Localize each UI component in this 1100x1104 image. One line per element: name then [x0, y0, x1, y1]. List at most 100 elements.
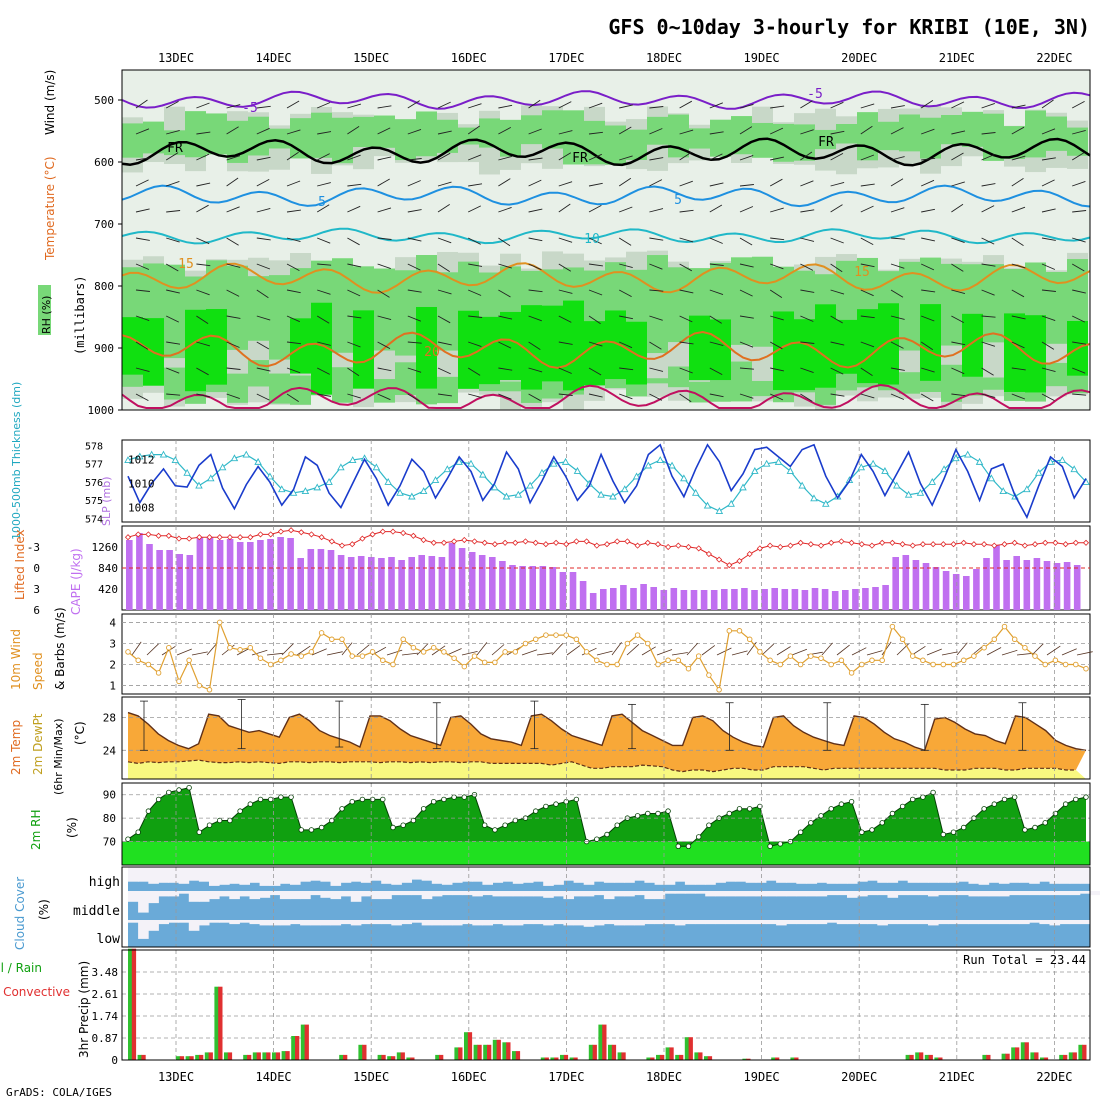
cloud-clear-cell	[472, 867, 483, 882]
cloud-clear-cell	[492, 891, 504, 897]
rh-point	[614, 822, 620, 828]
wind-barb	[800, 263, 814, 271]
wind-barb	[498, 367, 513, 371]
cloud-clear-cell	[168, 920, 180, 923]
cloud-clear-cell	[988, 891, 1000, 897]
thickness-tick-label: 575	[85, 496, 103, 507]
cloud-clear-cell	[290, 920, 301, 925]
li-point	[654, 541, 662, 548]
thickness-point	[159, 450, 168, 458]
cloud-clear-cell	[421, 867, 433, 881]
cape-bar	[801, 590, 809, 610]
date-label-bottom: 13DEC	[158, 1070, 194, 1084]
cloud-clear-cell	[715, 867, 726, 883]
cape-axis-label: CAPE (J/kg)	[69, 548, 83, 615]
rh-point	[329, 817, 335, 824]
pressure-tick-label: 800	[94, 280, 114, 293]
precip-convective-bar	[496, 1039, 501, 1060]
li-point	[512, 539, 519, 546]
wind-speed-point	[410, 644, 417, 651]
contour-label: 20	[424, 345, 440, 360]
cape-bar	[781, 589, 789, 610]
cloud-clear-cell	[188, 891, 200, 902]
wind-barb	[830, 315, 843, 324]
thickness-point	[443, 465, 452, 473]
wind-barb	[256, 179, 270, 187]
wind-barb	[558, 263, 572, 272]
wind-speed-point	[135, 657, 141, 664]
rh-point	[685, 843, 692, 849]
precip-total-bar	[300, 1024, 306, 1060]
rh-shade-cell	[563, 300, 584, 391]
wind-barb	[1072, 341, 1087, 345]
wind-barb	[286, 341, 301, 345]
wind-barb	[468, 393, 482, 399]
rh-point	[461, 794, 467, 800]
wind-barb	[800, 367, 814, 374]
rh-point	[553, 801, 559, 807]
cloud-clear-cell	[1059, 891, 1071, 896]
wind-speed-point	[1011, 636, 1018, 643]
cloud-clear-cell	[300, 891, 311, 900]
cloud-clear-cell	[249, 891, 261, 900]
wind-barb	[528, 289, 543, 293]
temp-frame	[121, 696, 1091, 780]
wind-barb	[1011, 315, 1026, 320]
wind-barb	[1072, 367, 1086, 374]
wind-barb	[709, 289, 724, 296]
rh-shade-cell	[962, 313, 983, 377]
wind-barb	[1001, 649, 1018, 656]
wind-barb	[679, 341, 694, 345]
precip-total-bar	[588, 1044, 594, 1060]
cloud-clear-cell	[735, 891, 747, 897]
cloud-clear-cell	[360, 891, 372, 897]
cloud-clear-cell	[978, 920, 990, 925]
precip-convective-bar	[986, 1054, 991, 1060]
precip-total-bar	[646, 1057, 651, 1060]
precip-total-bar	[982, 1054, 987, 1060]
thickness-point	[691, 488, 700, 496]
wind-barb	[286, 315, 300, 323]
precip-convective-bar	[919, 1052, 924, 1060]
cloud-clear-cell	[128, 920, 139, 923]
rh-shade-cell	[668, 366, 689, 388]
precip-convective-bar	[650, 1057, 655, 1060]
wind-barb	[551, 643, 564, 656]
thickness-point	[396, 488, 404, 496]
rh-shade-cell	[626, 129, 647, 160]
cloud-clear-cell	[907, 920, 919, 925]
li-point	[716, 556, 723, 563]
li-point	[124, 534, 132, 541]
wind-barb	[166, 237, 180, 243]
precip-convective-bar	[621, 1052, 626, 1060]
wind-barb	[709, 204, 723, 213]
rh-point	[247, 801, 253, 807]
wind-barb	[649, 393, 663, 401]
wind-barb	[286, 289, 301, 294]
wind-speed-point	[492, 659, 498, 666]
wind-speed-point	[329, 636, 335, 643]
wind-speed-point	[655, 661, 661, 668]
cloud-clear-cell	[938, 920, 949, 925]
wind-barb	[739, 154, 754, 161]
temperature-line	[127, 711, 1087, 752]
wind-barb	[769, 289, 783, 298]
wind-barb	[1072, 129, 1086, 135]
wind-barb	[746, 641, 757, 656]
wind-speed-point	[645, 640, 651, 647]
cloud-clear-cell	[219, 867, 230, 885]
li-point	[410, 532, 417, 539]
wind-barb	[981, 393, 996, 398]
chart-title: GFS 0~10day 3-hourly for KRIBI (10E, 3N)	[608, 15, 1090, 39]
wind-speed-point	[553, 632, 559, 638]
precip-convective-bar	[938, 1057, 943, 1060]
thickness-point	[739, 483, 747, 491]
wind-speed-point	[920, 657, 926, 664]
li-point	[349, 541, 356, 548]
wind-barb	[770, 105, 785, 109]
li-point	[1082, 539, 1090, 546]
precip-total-bar	[176, 1056, 181, 1060]
cloud-clear-cell	[431, 920, 443, 926]
